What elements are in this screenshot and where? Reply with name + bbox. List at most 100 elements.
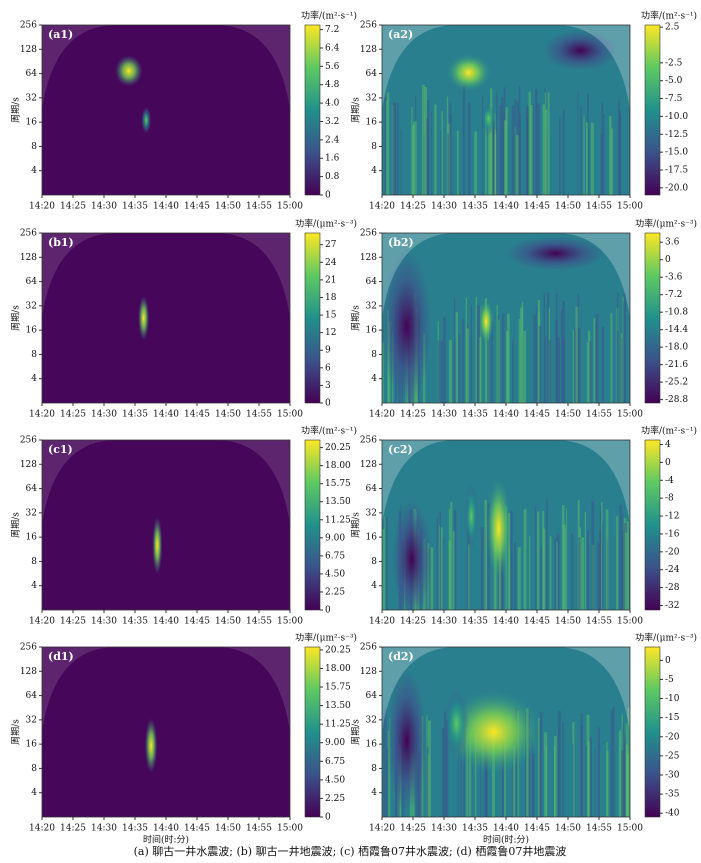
colorbar-tick-label: -35 [665, 790, 680, 800]
x-tick-label: 15:00 [617, 824, 643, 834]
heatmap-blob [543, 30, 618, 71]
heatmap-blob [141, 106, 152, 134]
y-tick-label: 8 [31, 142, 37, 152]
x-tick-label: 14:45 [524, 617, 550, 627]
colorbar-tick-label: 11.25 [325, 515, 351, 525]
colorbar [644, 646, 661, 818]
colorbar-tick-label: -12 [665, 512, 680, 522]
colorbar-tick-label: -25.2 [665, 378, 688, 388]
cone-of-influence [42, 233, 290, 318]
colorbar-tick-label: 3 [325, 381, 331, 391]
y-tick-label: 64 [366, 277, 378, 287]
x-tick-label: 14:45 [184, 617, 210, 627]
y-tick-label: 4 [371, 374, 377, 384]
y-tick-label: 16 [366, 326, 378, 336]
y-tick-label: 8 [31, 764, 37, 774]
colorbar-label: 功率/(μm²·s⁻³) [635, 218, 697, 230]
x-tick-label: 14:40 [153, 202, 179, 212]
colorbar-tick-label: -32 [665, 601, 680, 611]
y-tick-label: 16 [366, 118, 378, 128]
colorbar-tick-label: 0.8 [325, 172, 340, 182]
colorbar-tick-label: 18 [325, 293, 337, 303]
colorbar-label: 功率/(m²·s⁻¹) [641, 425, 697, 437]
heatmap-blob [138, 295, 150, 341]
colorbar-tick-label: 9.00 [325, 533, 345, 543]
y-tick-label: 256 [20, 21, 37, 31]
colorbar-tick-label: -15.0 [665, 148, 688, 158]
y-tick-label: 256 [20, 229, 37, 239]
x-tick-label: 14:20 [369, 202, 395, 212]
x-tick-label: 14:50 [215, 410, 241, 420]
y-tick-label: 128 [360, 45, 377, 55]
colorbar-label: 功率/(m²·s⁻¹) [641, 10, 697, 22]
y-axis-label: 周期/s [11, 512, 22, 538]
x-tick-label: 14:30 [91, 410, 117, 420]
colorbar-tick-label: 4.0 [325, 99, 340, 109]
panel: (c2) 周期/s 4 8 16 32 64 128 256 14:20 14:25 14:30 14:… [351, 425, 698, 627]
y-tick-label: 32 [366, 508, 377, 518]
colorbar-tick-label: -20.0 [665, 183, 688, 193]
y-tick-label: 128 [20, 460, 37, 470]
y-tick-label: 8 [371, 142, 377, 152]
y-tick-label: 4 [31, 166, 37, 176]
y-tick-label: 64 [366, 484, 378, 494]
x-tick-label: 15:00 [277, 410, 303, 420]
y-tick-label: 32 [366, 715, 377, 725]
x-tick-label: 14:40 [493, 410, 519, 420]
colorbar-tick-label: 0 [665, 656, 671, 666]
x-tick-label: 14:25 [60, 617, 86, 627]
y-tick-label: 256 [20, 436, 37, 446]
colorbar-tick-label: -21.6 [665, 360, 688, 370]
colorbar-label: 功率/(μm²·s⁻³) [295, 218, 357, 230]
panel: (d2) 周期/s 4 8 16 32 64 128 256 14:20 14:25 14:30 14:… [351, 632, 698, 846]
x-tick-label: 14:40 [153, 824, 179, 834]
colorbar-tick-label: -20 [665, 732, 680, 742]
colorbar-tick-label: -12.5 [665, 130, 688, 140]
y-tick-label: 4 [371, 166, 377, 176]
panel-label: (b1) [48, 236, 74, 249]
colorbar-tick-label: 0 [325, 813, 331, 823]
y-tick-label: 32 [26, 301, 37, 311]
x-tick-label: 14:45 [184, 202, 210, 212]
x-tick-label: 14:45 [184, 824, 210, 834]
y-tick-label: 64 [26, 691, 38, 701]
colorbar-tick-label: -24 [665, 565, 680, 575]
colorbar-tick-label: -16 [665, 529, 680, 539]
colorbar-tick-label: -20 [665, 547, 680, 557]
x-tick-label: 14:50 [555, 410, 581, 420]
y-tick-label: 32 [26, 508, 37, 518]
colorbar-tick-label: -15 [665, 713, 680, 723]
x-tick-label: 14:20 [29, 410, 55, 420]
y-tick-label: 128 [360, 460, 377, 470]
y-tick-label: 64 [26, 69, 38, 79]
colorbar-tick-label: -10 [665, 694, 680, 704]
y-tick-label: 128 [360, 253, 377, 263]
colorbar-tick-label: 6 [325, 363, 331, 373]
y-tick-label: 8 [371, 557, 377, 567]
colorbar-tick-label: 5.6 [325, 62, 340, 72]
y-tick-label: 4 [371, 788, 377, 798]
y-tick-label: 256 [20, 643, 37, 653]
y-tick-label: 256 [360, 643, 377, 653]
x-tick-label: 14:30 [431, 202, 457, 212]
colorbar-tick-label: 4.50 [325, 569, 345, 579]
panel: (c1) 周期/s 4 8 16 32 64 128 256 14:20 14:25 14:30 14:… [11, 425, 358, 627]
y-tick-label: 256 [360, 436, 377, 446]
panel: (b1) 周期/s 4 8 16 32 64 128 256 14:20 14:25 14:30 14:… [11, 218, 358, 420]
x-tick-label: 14:35 [462, 824, 488, 834]
x-tick-label: 14:55 [246, 410, 272, 420]
y-tick-label: 128 [20, 45, 37, 55]
colorbar-tick-label: 15.75 [325, 683, 351, 693]
x-tick-label: 15:00 [617, 410, 643, 420]
cone-of-influence [382, 647, 630, 732]
colorbar-tick-label: -28.8 [665, 395, 688, 405]
heatmap-bg [42, 233, 290, 403]
y-tick-label: 128 [360, 667, 377, 677]
y-axis-label: 周期/s [11, 719, 22, 745]
colorbar-label: 功率/(m²·s⁻¹) [301, 10, 357, 22]
heatmap-blob [386, 669, 427, 812]
colorbar-tick-label: -17.5 [665, 166, 688, 176]
y-axis-label: 周期/s [351, 719, 362, 745]
panel-label: (c2) [388, 443, 413, 456]
